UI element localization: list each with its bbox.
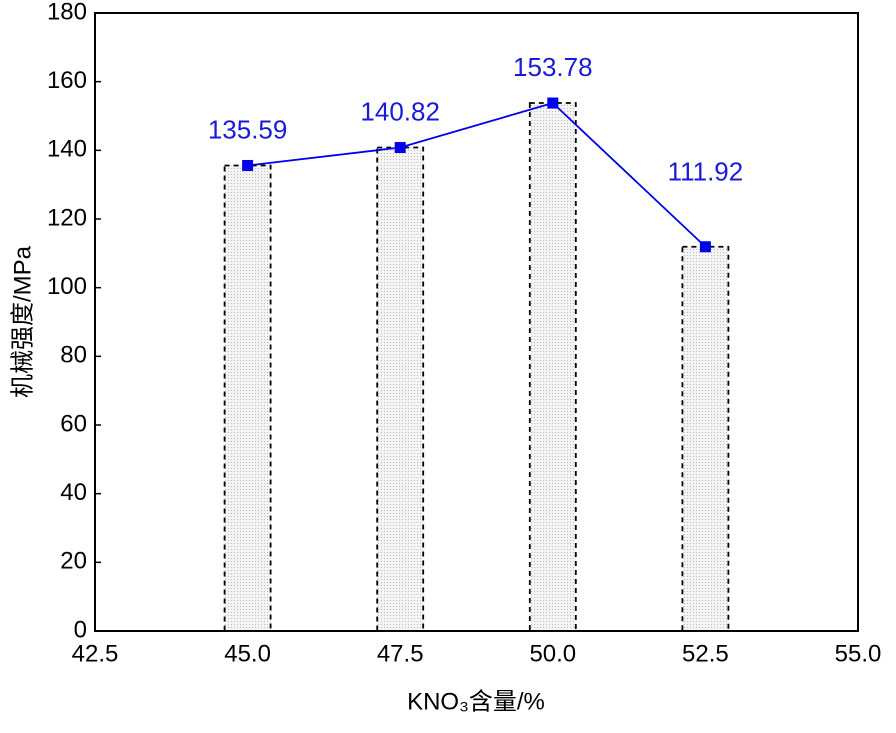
plot-frame (94, 12, 859, 632)
marker (699, 241, 711, 253)
marker (394, 142, 406, 154)
x-tick-label: 47.5 (377, 640, 424, 667)
y-tick-label: 20 (60, 548, 87, 575)
bar (223, 164, 272, 632)
x-axis-label: KNO₃含量/% (407, 688, 545, 715)
marker (547, 97, 559, 109)
y-tick-label: 0 (74, 616, 87, 643)
y-tick-label: 100 (47, 273, 87, 300)
bar (528, 102, 577, 632)
x-tick-label: 45.0 (224, 640, 271, 667)
x-tick-label: 52.5 (682, 640, 729, 667)
x-tick-label: 50.0 (529, 640, 576, 667)
y-tick-label: 120 (47, 204, 87, 231)
bar (681, 245, 730, 632)
y-tick-label: 60 (60, 410, 87, 437)
y-tick-label: 140 (47, 136, 87, 163)
data-label: 135.59 (208, 114, 288, 144)
y-axis-label: 机械强度/MPa (9, 245, 36, 398)
y-tick-label: 80 (60, 342, 87, 369)
x-tick-label: 42.5 (72, 640, 119, 667)
y-tick-label: 160 (47, 67, 87, 94)
data-label: 140.82 (360, 96, 440, 126)
marker (242, 159, 254, 171)
line (247, 102, 707, 248)
data-label: 111.92 (668, 157, 744, 187)
data-label: 153.78 (513, 52, 593, 82)
y-tick-label: 180 (47, 0, 87, 25)
bar (376, 146, 425, 632)
y-tick-label: 40 (60, 479, 87, 506)
x-tick-label: 55.0 (835, 640, 882, 667)
